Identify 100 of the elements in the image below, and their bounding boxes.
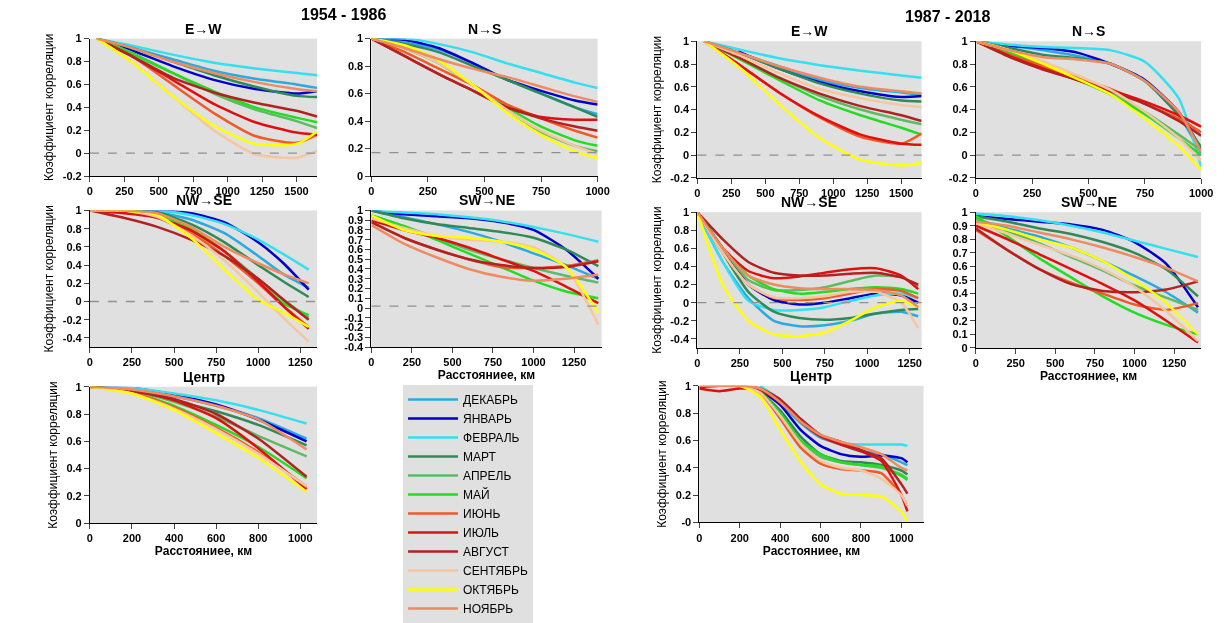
chart-title: Центр (183, 369, 226, 385)
y-tick-label: 0.9 (952, 219, 968, 232)
y-tick-label: 0.6 (66, 240, 82, 253)
x-tick-label: 0 (972, 187, 979, 200)
x-tick-label: 0 (86, 356, 93, 369)
legend-label: АВГУСТ (463, 545, 510, 560)
y-tick-label: -0.2 (344, 321, 364, 334)
x-tick-label: 250 (402, 356, 422, 369)
y-axis-title: Коэффициент корреляции (45, 381, 60, 529)
x-tick-label: 250 (115, 185, 134, 198)
x-tick-label: 0 (368, 185, 375, 198)
y-tick-label: 0.8 (66, 55, 82, 68)
y-tick-label: 0.8 (673, 57, 690, 70)
y-tick-label: 1 (961, 206, 968, 219)
x-tick-label: 500 (443, 356, 462, 369)
y-tick-label: 0.6 (66, 78, 82, 91)
y-tick-label: 1 (961, 35, 968, 48)
x-tick-label: 600 (206, 532, 226, 545)
x-tick-label: 1250 (561, 356, 587, 369)
y-tick-label: -0.2 (62, 169, 82, 182)
x-tick-label: 750 (1085, 357, 1105, 370)
y-tick-label: 0.2 (66, 489, 82, 502)
legend-label: ОКТЯБРЬ (463, 583, 519, 598)
y-tick-label: 0 (961, 148, 968, 161)
x-tick-label: 250 (730, 357, 750, 370)
y-tick-label: 0.2 (952, 314, 968, 327)
x-tick-label: 250 (122, 356, 142, 369)
legend-label: АПРЕЛЬ (463, 469, 512, 484)
y-tick-label: -0.2 (62, 313, 82, 326)
x-tick-label: 1000 (585, 185, 610, 198)
y-tick-label: 0.8 (952, 233, 968, 246)
x-tick-label: 0 (972, 357, 979, 370)
x-tick-label: 1250 (288, 356, 313, 369)
y-tick-label: 0.2 (673, 126, 690, 139)
y-tick-label: 0 (961, 341, 968, 354)
y-tick-label: 0.2 (675, 488, 692, 501)
y-tick-label: 0.4 (673, 260, 691, 273)
y-tick-label: -0.2 (670, 314, 690, 327)
x-tick-label: 0 (694, 187, 701, 200)
legend-label: МАРТ (463, 450, 497, 465)
x-tick-label: 250 (722, 187, 741, 200)
x-axis-title: Расстояниее, км (762, 543, 861, 558)
x-tick-label: 200 (122, 532, 142, 545)
x-tick-label: 0 (696, 531, 703, 544)
y-tick-label: 1 (683, 206, 690, 219)
x-tick-label: 600 (811, 531, 830, 544)
y-tick-label: 0 (75, 147, 82, 160)
y-tick-label: 1 (75, 32, 82, 45)
y-tick-label: 0.4 (66, 258, 83, 271)
y-tick-label: 1 (357, 204, 364, 217)
y-tick-label: 0.6 (673, 242, 690, 255)
y-axis-title: Коэффициент корреляции (42, 205, 57, 353)
legend-label: ДЕКАБРЬ (463, 393, 519, 408)
x-tick-label: 1250 (249, 185, 275, 198)
y-axis-title: Коэффициент корреляции (649, 206, 664, 354)
x-tick-label: 0 (368, 356, 375, 369)
text: 1987 - 2018 (905, 8, 991, 25)
legend-label: ФЕВРАЛЬ (463, 431, 520, 446)
y-tick-label: 0.8 (952, 57, 968, 70)
y-tick-label: 0.6 (675, 434, 692, 447)
y-tick-label: 0.3 (347, 272, 364, 285)
y-tick-label: -0.1 (344, 311, 364, 324)
y-tick-label: 0.6 (347, 243, 364, 256)
x-tick-label: 1250 (1161, 357, 1187, 370)
y-tick-label: -0.2 (948, 171, 968, 184)
x-axis-title: Расстояниее, км (154, 544, 253, 559)
y-tick-label: 0.5 (952, 273, 968, 286)
legend-label: МАЙ (463, 487, 490, 503)
x-tick-label: 0 (86, 532, 93, 545)
y-tick-label: 0.4 (952, 287, 969, 300)
x-tick-label: 800 (249, 532, 268, 545)
x-tick-label: 1250 (897, 357, 922, 370)
x-tick-label: 0 (86, 185, 93, 198)
y-tick-label: 0.6 (673, 80, 690, 93)
y-tick-label: -0 (681, 516, 692, 529)
y-tick-label: 0.6 (952, 260, 968, 273)
x-tick-label: 250 (1006, 357, 1025, 370)
x-tick-label: 750 (815, 357, 834, 370)
x-tick-label: 400 (770, 531, 790, 544)
y-tick-label: -0.2 (670, 171, 690, 184)
x-tick-label: 750 (206, 356, 226, 369)
y-tick-label: 0.6 (347, 87, 364, 100)
y-tick-label: 0.4 (673, 103, 691, 116)
y-tick-label: 0.8 (673, 224, 690, 237)
x-tick-label: 1500 (888, 187, 914, 200)
x-tick-label: 200 (730, 531, 749, 544)
x-tick-label: 1000 (288, 532, 313, 545)
chart-title: E→W (185, 21, 223, 37)
y-tick-label: 0 (75, 295, 82, 308)
y-tick-label: -0.4 (62, 331, 83, 344)
y-axis-title: Коэффициент корреляции (649, 35, 664, 184)
x-tick-label: 1000 (889, 531, 914, 544)
x-tick-label: 0 (694, 357, 701, 370)
y-tick-label: 1 (683, 35, 690, 48)
y-tick-label: 0.6 (952, 80, 968, 93)
chart-title: N→S (468, 21, 502, 37)
y-tick-label: -0.4 (670, 332, 691, 345)
x-tick-label: 500 (1046, 357, 1065, 370)
y-tick-label: 1 (75, 204, 82, 217)
y-tick-label: 1 (75, 380, 82, 393)
